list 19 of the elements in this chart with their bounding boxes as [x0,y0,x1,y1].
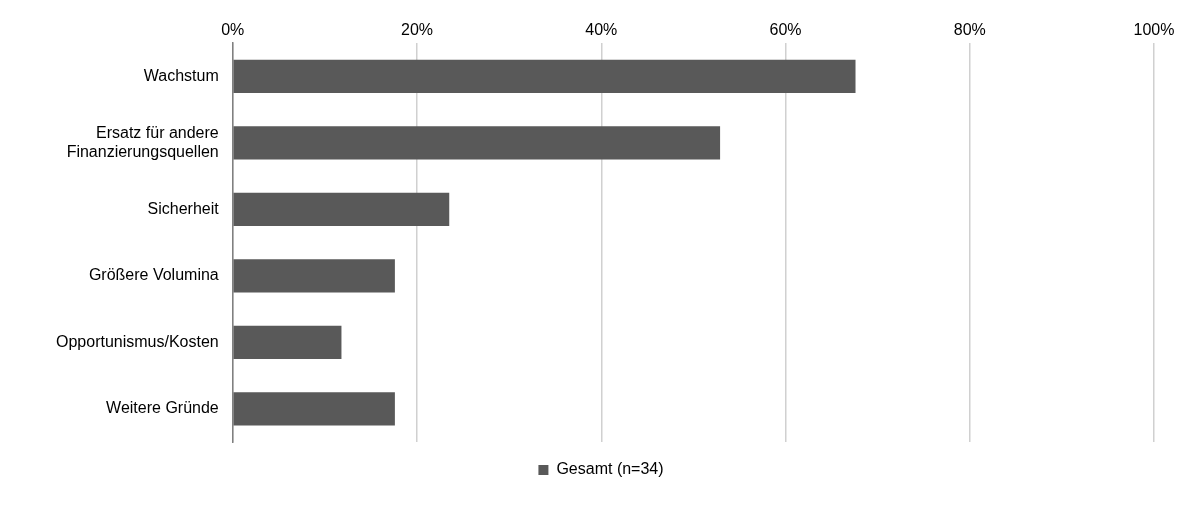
x-tick-label: 80% [953,21,986,39]
legend-label: Gesamt (n=34) [556,460,664,478]
y-tick-label: Ersatz für andere Finanzierungsquellen [66,123,219,160]
y-tick-label: Sicherheit [147,199,220,217]
x-tick-label: 100% [1133,21,1175,39]
bar [233,259,395,293]
y-tick-label: Wachstum [143,66,219,84]
y-tick-label: Weitere Gründe [106,399,219,417]
bar [233,392,395,426]
bar [233,325,342,359]
bar [233,192,450,226]
x-tick-label: 0% [221,21,245,39]
bar [233,126,721,160]
bar [233,59,856,94]
x-tick-label: 40% [585,21,618,39]
x-tick-label: 60% [769,21,802,39]
x-tick-label: 20% [400,21,434,39]
y-tick-label: Größere Volumina [88,266,219,284]
y-tick-label: Opportunismus/Kosten [56,332,219,350]
